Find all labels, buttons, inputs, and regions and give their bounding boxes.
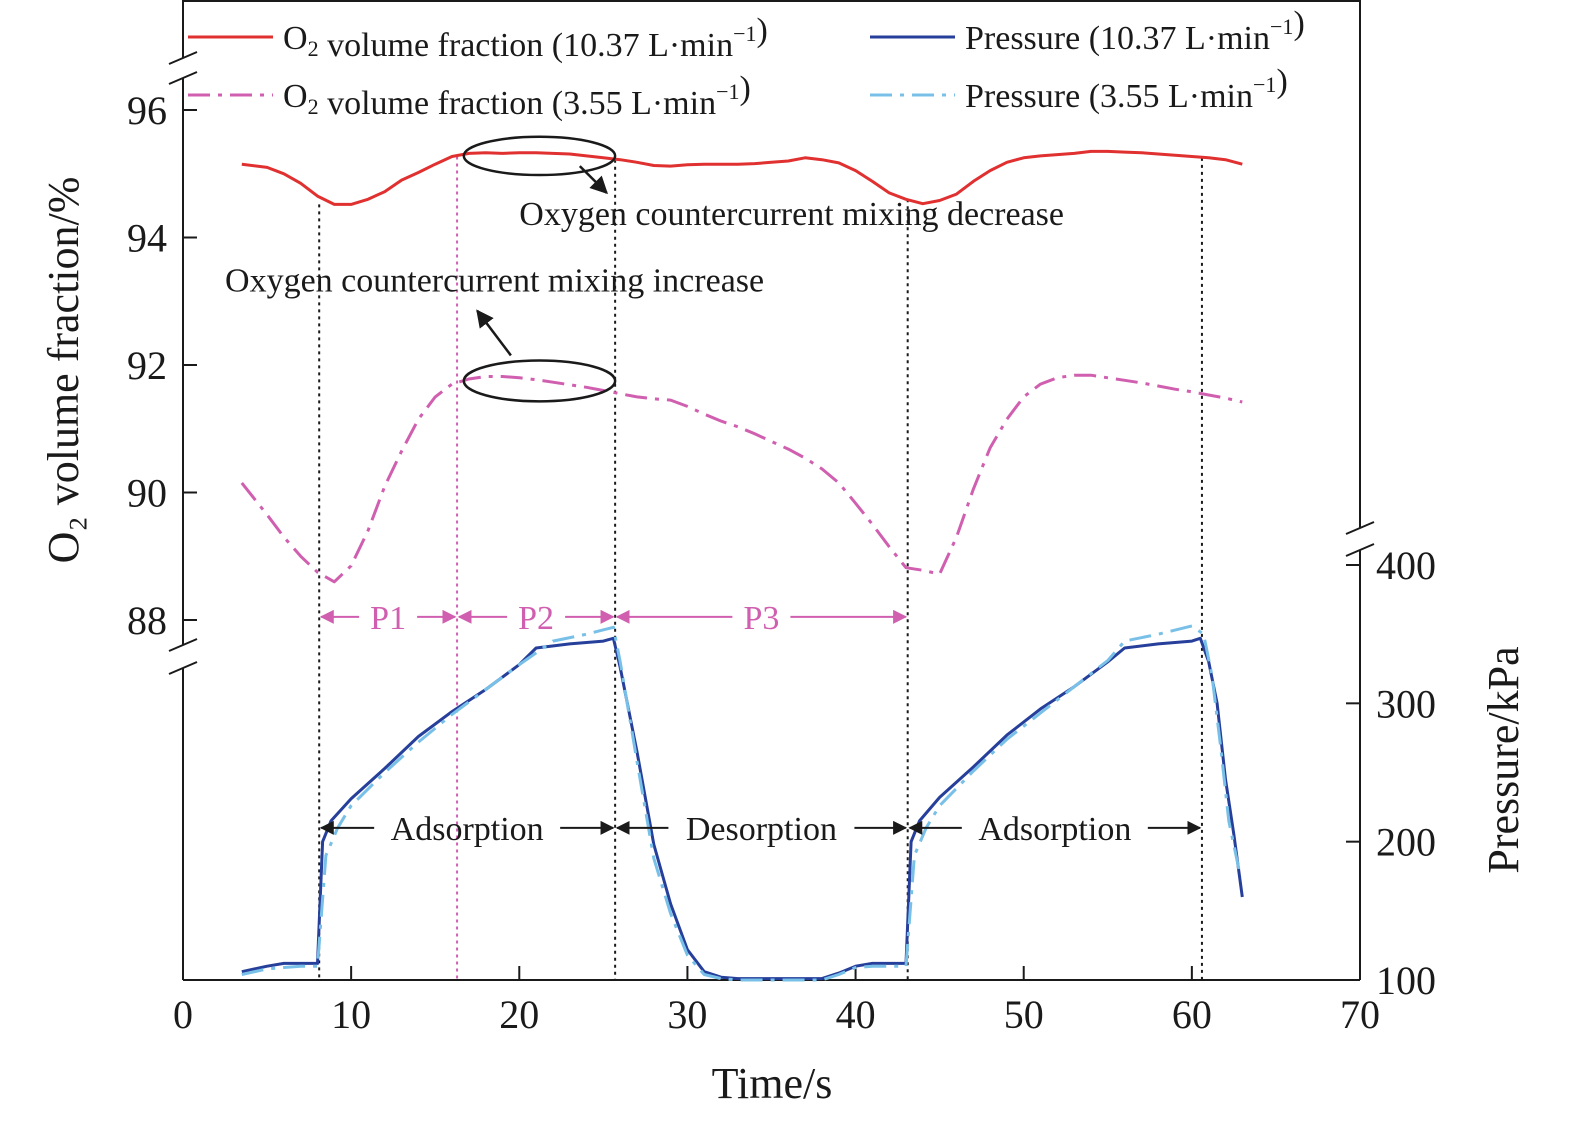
legend-text-part: −1	[1253, 72, 1276, 97]
phase-divider-lines	[318, 156, 1203, 980]
left-y-axis: 88 90 92 94 96	[127, 88, 197, 643]
legend-text-part: )	[1276, 63, 1287, 100]
legend-text-part: volume fraction (10.37 L·min	[319, 27, 734, 64]
phase-span-label: P3	[743, 600, 779, 637]
stage-span-label: Adsorption	[978, 811, 1131, 848]
x-tick-label: 10	[331, 992, 371, 1037]
legend-text-part: volume fraction (3.55 L·min	[319, 85, 717, 122]
legend-text-part: −1	[716, 79, 739, 104]
highlight-ellipse	[462, 359, 617, 403]
axis-break-mark	[1345, 521, 1375, 535]
legend-text-part: Pressure (10.37 L·min	[965, 20, 1270, 57]
highlight-ellipse	[462, 135, 617, 177]
x-axis-title: Time/s	[712, 1059, 833, 1108]
stage-span-label: Adsorption	[391, 811, 544, 848]
legend-text-part: O	[283, 78, 308, 115]
series-layer	[240, 149, 1244, 982]
x-tick-label: 0	[173, 992, 193, 1037]
legend-text-part: −1	[733, 21, 756, 46]
left-tick-label: 92	[127, 343, 167, 388]
x-tick-label: 40	[836, 992, 876, 1037]
right-y-axis: 100 200 300 400	[1346, 543, 1436, 1003]
left-axis-title: O₂ volume fraction/%	[39, 177, 88, 564]
annotations: Oxygen countercurrent mixing decrease Oxy…	[225, 135, 1064, 403]
left-tick-label: 88	[127, 598, 167, 643]
legend-text-part: 2	[308, 36, 319, 61]
axis-break-mark	[168, 661, 198, 675]
axis-break-mark	[168, 71, 198, 85]
left-tick-label: 96	[127, 88, 167, 133]
right-axis-title: Pressure/kPa	[1479, 646, 1528, 873]
left-tick-label: 94	[127, 216, 167, 261]
callout-arrow	[578, 165, 608, 195]
callout-arrow	[476, 309, 512, 357]
phase-span-label: P2	[518, 600, 554, 637]
annotation-text: Oxygen countercurrent mixing decrease	[519, 196, 1064, 233]
x-tick-label: 30	[667, 992, 707, 1037]
axis-break-mark	[168, 51, 198, 65]
x-axis: 0 10 20 30 40 50 60 70	[173, 966, 1380, 1037]
left-tick-label: 90	[127, 471, 167, 516]
right-tick-label: 400	[1376, 543, 1436, 588]
legend-text-part: −1	[1270, 14, 1293, 39]
x-tick-label: 20	[499, 992, 539, 1037]
legend: O2 volume fraction (10.37 L·min−1) Pressu…	[188, 5, 1305, 122]
phase-span-label: P1	[370, 600, 406, 637]
legend-text-part: Pressure (3.55 L·min	[965, 78, 1253, 115]
legend-text-part: O	[283, 20, 308, 57]
legend-text-part: 2	[308, 94, 319, 119]
series-line-2	[240, 373, 1243, 584]
axis-break-mark	[1345, 543, 1375, 557]
right-tick-label: 300	[1376, 681, 1436, 726]
legend-label-3: Pressure (3.55 L·min−1)	[965, 63, 1288, 115]
annotation-text: Oxygen countercurrent mixing increase	[225, 263, 764, 300]
legend-text-part: )	[740, 70, 751, 107]
legend-text-part: )	[757, 12, 768, 49]
x-tick-label: 70	[1340, 992, 1380, 1037]
right-tick-label: 200	[1376, 820, 1436, 865]
legend-label-0: O2 volume fraction (10.37 L·min−1)	[283, 12, 768, 64]
phase-spans: P1 P2 P3 Adsorption Desorption Adsorption	[319, 600, 1202, 848]
x-tick-label: 60	[1172, 992, 1212, 1037]
series-line-0	[241, 149, 1243, 206]
series-line-1	[241, 636, 1244, 981]
stage-span-label: Desorption	[686, 811, 837, 848]
legend-text-part: )	[1293, 5, 1304, 42]
x-tick-label: 50	[1004, 992, 1044, 1037]
axis-break-mark	[168, 638, 198, 652]
legend-label-2: O2 volume fraction (3.55 L·min−1)	[283, 70, 751, 122]
right-tick-label: 100	[1376, 958, 1436, 1003]
series-line-3	[241, 624, 1244, 982]
legend-label-1: Pressure (10.37 L·min−1)	[965, 5, 1305, 57]
